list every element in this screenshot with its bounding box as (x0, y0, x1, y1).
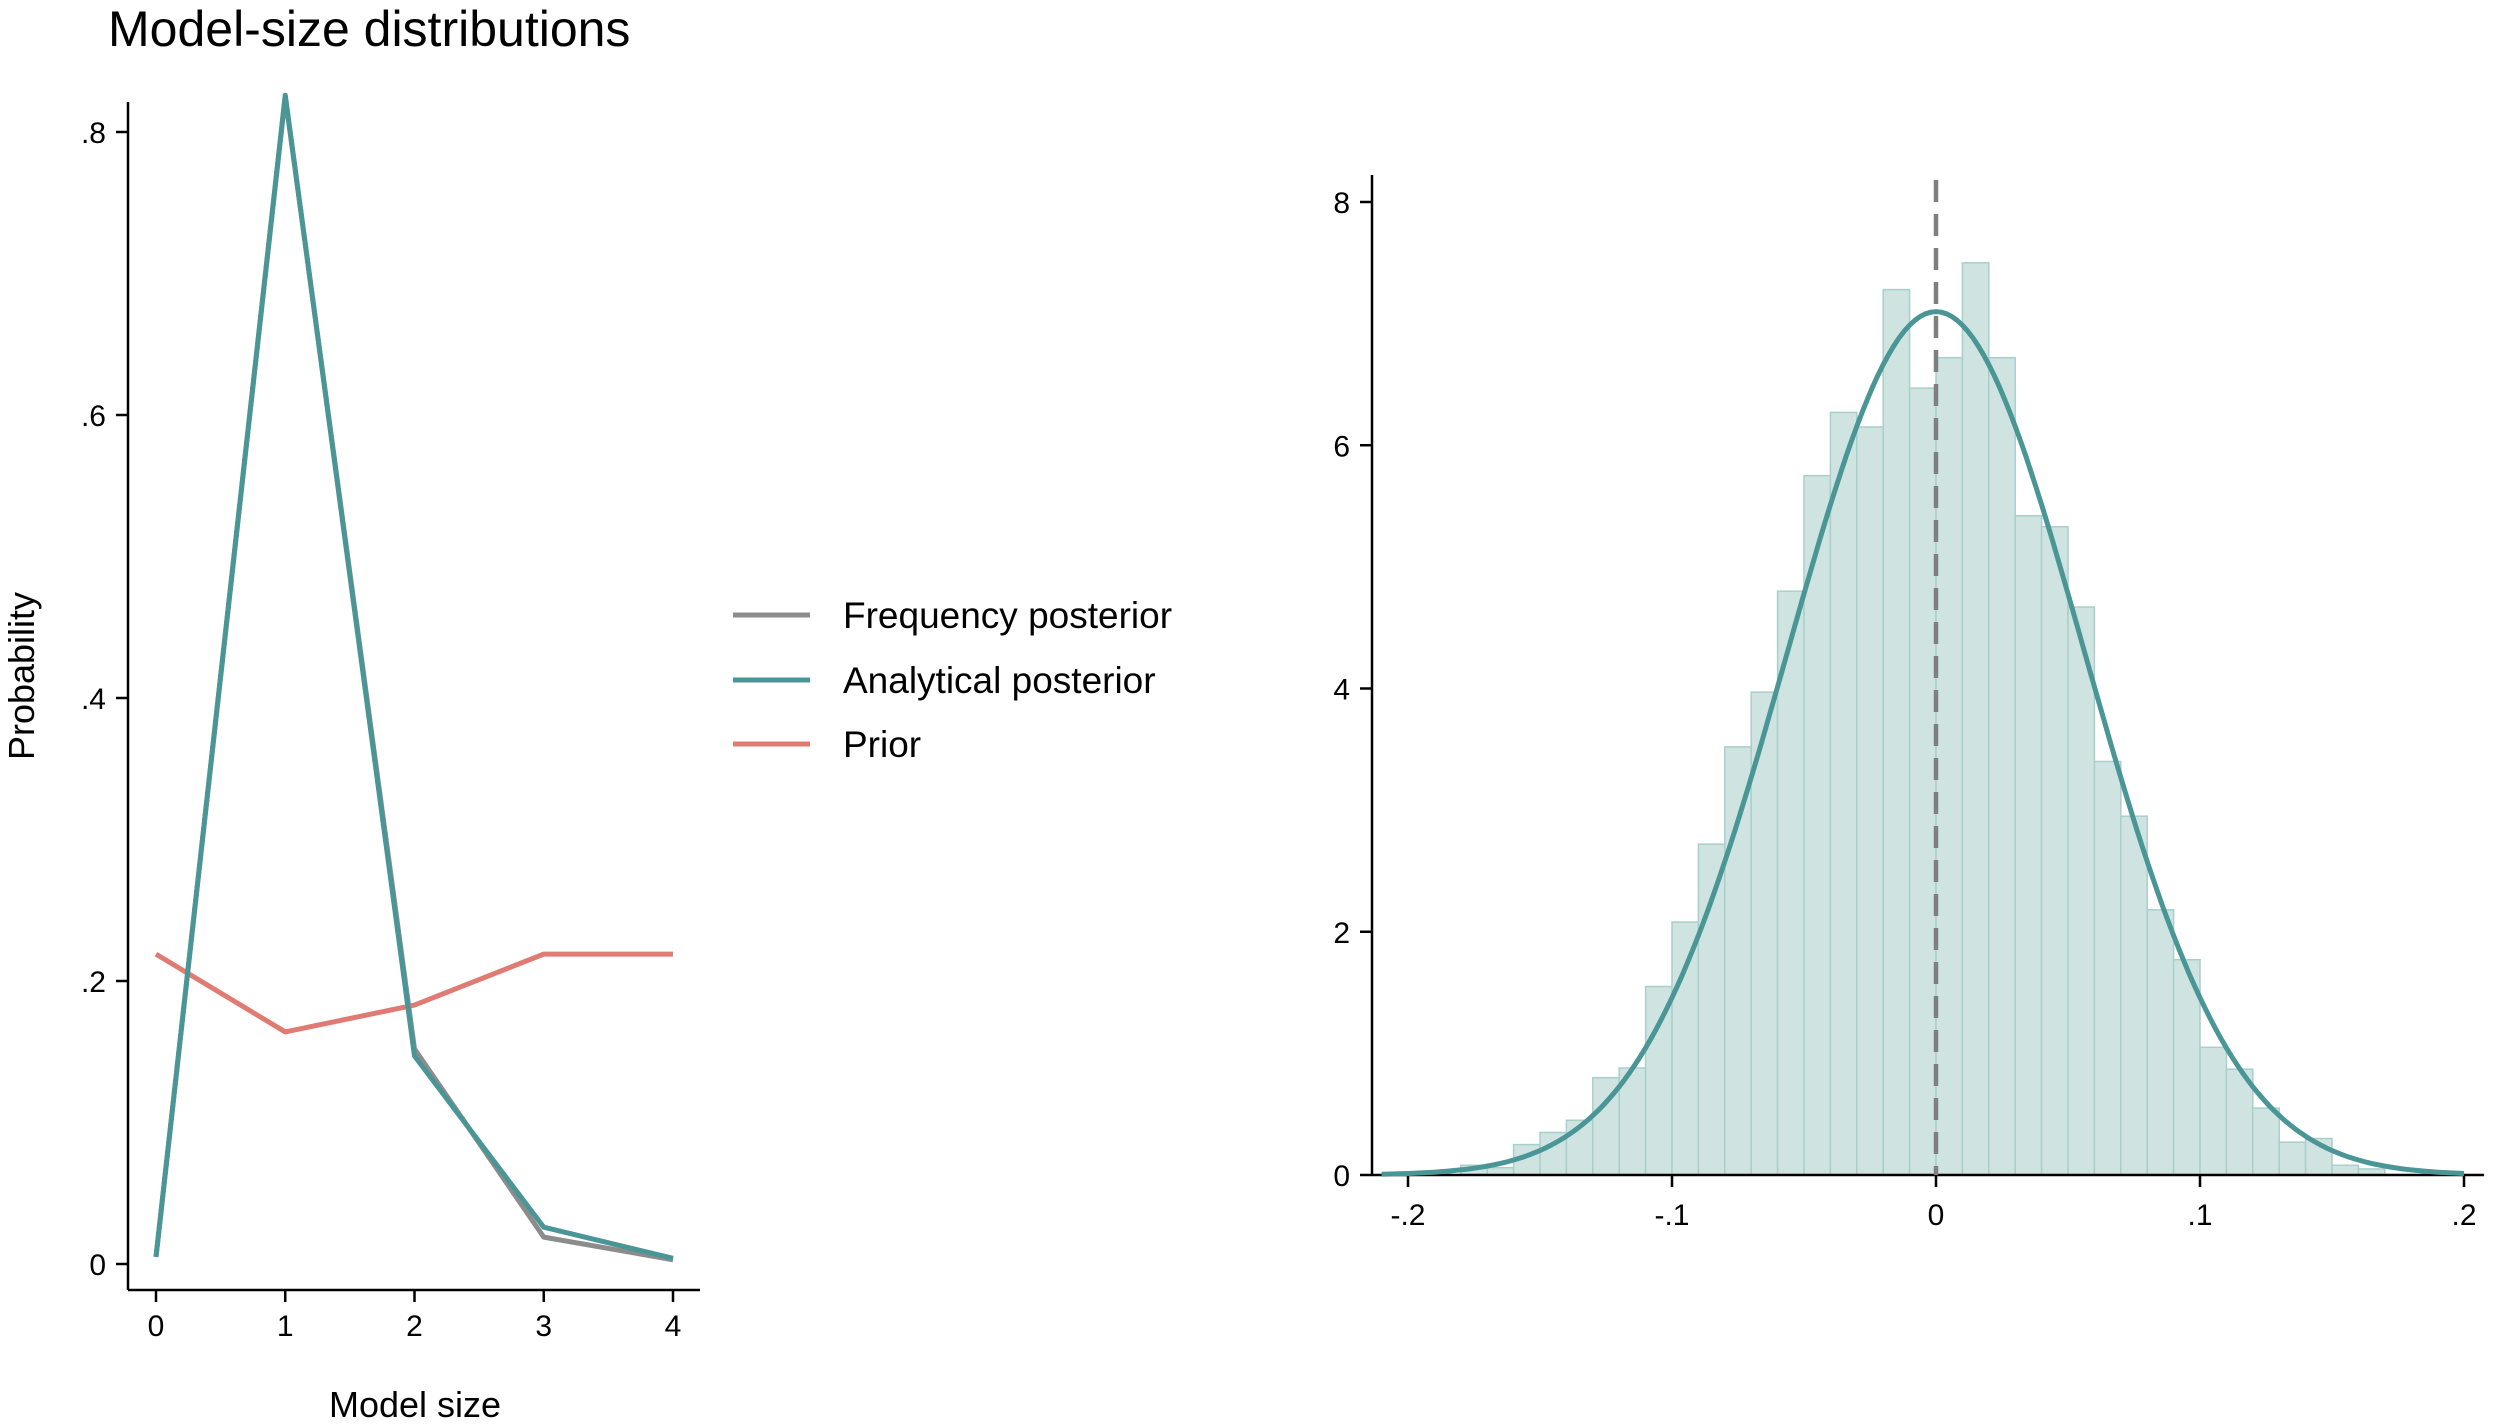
left-series-lines (153, 92, 674, 1263)
y-tick-label: 4 (1333, 674, 1350, 707)
histogram-bar (2014, 515, 2043, 1176)
histogram-bar (2199, 1046, 2228, 1176)
histogram-bar (2093, 760, 2122, 1176)
y-tick-label: 6 (1333, 430, 1350, 463)
y-tick-label: .2 (81, 966, 106, 999)
histogram-bar (1671, 921, 1700, 1176)
x-tick-label: .1 (2187, 1199, 2212, 1232)
y-tick-label: .4 (81, 683, 106, 716)
legend-label: Frequency posterior (843, 595, 1172, 636)
histogram-bar (2067, 606, 2096, 1176)
series-line-prior (154, 951, 673, 1035)
y-tick-label: .6 (81, 400, 106, 433)
x-tick-label: .2 (2451, 1199, 2476, 1232)
histogram-bar (1724, 746, 1752, 1176)
right-chart: 0 2 4 6 8 -.2 -.1 0 .1 .2 (1333, 175, 2484, 1232)
histogram-bar (1935, 356, 1964, 1176)
y-tick-label: 2 (1333, 917, 1350, 950)
histogram-bar (1961, 262, 1990, 1176)
histogram-bar (1618, 1067, 1647, 1176)
y-tick-label: 8 (1333, 187, 1350, 220)
histogram-bar (1882, 288, 1911, 1176)
histogram-bar (1750, 691, 1779, 1176)
right-axes: 0 2 4 6 8 -.2 -.1 0 .1 .2 (1333, 175, 2484, 1232)
histogram-bar (1908, 387, 1937, 1176)
histogram-bar (1988, 356, 2016, 1176)
x-tick-label: 2 (406, 1310, 423, 1343)
histogram-bar (2252, 1107, 2280, 1176)
histogram-bar (2172, 958, 2201, 1176)
x-axis-label: Model size (329, 1384, 501, 1425)
legend-item-analytical-posterior: Analytical posterior (733, 660, 1156, 701)
x-tick-label: 4 (665, 1310, 682, 1343)
x-tick-label: -.1 (1654, 1199, 1689, 1232)
legend-label: Analytical posterior (843, 660, 1156, 701)
legend-item-prior: Prior (733, 724, 921, 765)
histogram-bar (1829, 411, 1858, 1176)
legend: Frequency posterior Analytical posterior… (733, 595, 1172, 765)
series-line-frequency-posterior (153, 94, 674, 1263)
legend-item-frequency-posterior: Frequency posterior (733, 595, 1172, 636)
x-tick-label: 0 (148, 1310, 165, 1343)
series-line-analytical-posterior (153, 92, 674, 1261)
left-chart: Model-size distributions Probability Mod… (1, 1, 1172, 1425)
histogram-bar (2331, 1164, 2360, 1176)
density-and-reference (1381, 180, 2465, 1177)
histogram-bar (2040, 525, 2069, 1176)
histogram-bar (2120, 815, 2148, 1176)
y-tick-label: .8 (81, 117, 106, 150)
x-tick-label: 0 (1928, 1199, 1945, 1232)
y-tick-label: 0 (89, 1249, 106, 1282)
x-tick-label: 3 (535, 1310, 552, 1343)
chart-title: Model-size distributions (108, 1, 630, 57)
y-tick-label: 0 (1333, 1160, 1350, 1193)
histogram-bar (2278, 1141, 2307, 1176)
x-tick-label: -.2 (1390, 1199, 1425, 1232)
histogram-bar (1644, 985, 1673, 1176)
left-axes: 0 .2 .4 .6 .8 0 1 2 3 4 (81, 102, 700, 1343)
x-tick-label: 1 (277, 1310, 294, 1343)
histogram-bar (2225, 1068, 2254, 1176)
legend-label: Prior (843, 724, 921, 765)
histogram-bar (1803, 474, 1832, 1176)
y-axis-label: Probability (1, 592, 42, 760)
histogram-bars (1460, 262, 2386, 1176)
density-curve (1381, 309, 2465, 1177)
histogram-bar (1856, 426, 1884, 1176)
histogram-bar (2146, 909, 2175, 1176)
